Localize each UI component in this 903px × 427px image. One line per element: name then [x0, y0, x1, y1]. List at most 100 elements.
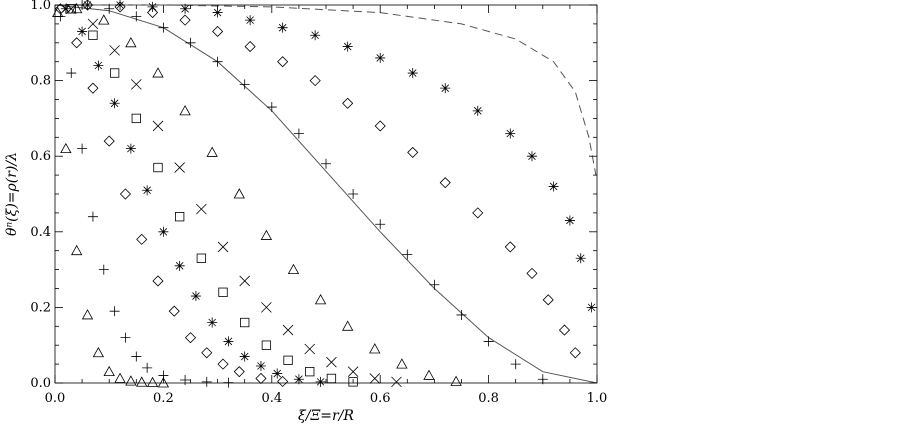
series-5-cross-point	[109, 45, 120, 56]
series-0-triangle-point	[92, 346, 105, 358]
series-1-plus-point	[201, 376, 212, 387]
series-3-asterisk-point	[272, 368, 283, 379]
series-5-cross-point	[65, 3, 77, 15]
series-2-diamond-point	[87, 82, 99, 94]
series-0-triangle-point	[114, 372, 126, 383]
series-4-square-point	[196, 253, 206, 263]
series-1-plus-point	[180, 374, 191, 385]
y-axis-title: θⁿ(ξ)=ρ(r)/λ	[4, 152, 20, 236]
series-6-triangle-point	[179, 105, 191, 116]
series-3-asterisk-point	[174, 260, 185, 271]
series-6-triangle-point	[206, 146, 218, 157]
series-8-diamond-point	[179, 14, 191, 26]
series-5-cross-point	[282, 324, 294, 336]
x-tick-label: 0.4	[261, 391, 282, 406]
series-9-asterisk-point	[342, 41, 353, 52]
series-4-square-point	[261, 340, 272, 350]
series-7-plus-point	[158, 22, 169, 33]
series-3-asterisk-point	[190, 291, 201, 302]
series-0-triangle-point	[146, 376, 159, 388]
series-8-diamond-point	[542, 294, 554, 306]
series-6-triangle-point	[125, 36, 137, 48]
series-4-square-point	[109, 68, 120, 78]
x-axis-title: ξ/Ξ=r/R	[298, 408, 354, 424]
series-1-plus-point	[55, 11, 66, 22]
series-3-asterisk-point	[142, 185, 153, 196]
curve-dashed-1	[55, 4, 597, 176]
series-5-cross-point	[347, 366, 359, 377]
series-4-square-point	[153, 162, 163, 173]
series-0-triangle-point	[125, 375, 137, 386]
series-7-plus-point	[456, 309, 467, 320]
x-tick-label: 0.2	[153, 391, 174, 406]
series-5-cross-point	[196, 203, 207, 215]
series-2-diamond-point	[119, 188, 132, 200]
series-7-plus-point	[185, 37, 196, 48]
series-3-asterisk-point	[125, 143, 136, 154]
y-tick-label: 0.2	[30, 300, 51, 315]
series-3-asterisk-point	[255, 360, 266, 371]
series-9-asterisk-point	[407, 68, 418, 79]
series-1-plus-point	[87, 211, 98, 222]
series-2-diamond-point	[103, 135, 115, 147]
series-6-triangle-point	[287, 263, 300, 275]
series-1-plus-point	[223, 377, 234, 388]
series-3-asterisk-point	[77, 26, 88, 37]
series-6-triangle-point	[71, 2, 83, 14]
series-1-plus-point	[142, 362, 153, 373]
x-tick-label: 0.8	[478, 391, 499, 406]
series-5-cross-point	[369, 373, 381, 384]
series-5-cross-point	[239, 275, 250, 287]
series-9-asterisk-point	[82, 0, 93, 10]
series-1-plus-point	[109, 306, 120, 317]
series-2-diamond-point	[136, 233, 148, 245]
series-5-cross-point	[217, 241, 229, 253]
series-0-triangle-point	[136, 376, 148, 387]
series-4-square-point	[240, 317, 250, 328]
series-7-plus-point	[293, 128, 304, 139]
series-5-cross-point	[391, 376, 402, 388]
y-tick-label: 0.6	[30, 149, 51, 164]
series-2-diamond-point	[233, 366, 245, 378]
series-4-square-point	[175, 212, 185, 222]
plot-frame	[54, 4, 598, 384]
series-4-square-point	[305, 367, 315, 377]
series-8-diamond-point	[374, 120, 386, 132]
series-9-asterisk-point	[277, 22, 288, 33]
series-8-diamond-point	[342, 97, 354, 109]
series-6-triangle-point	[423, 369, 435, 380]
series-1-plus-point	[66, 68, 77, 79]
series-6-triangle-point	[260, 229, 273, 240]
series-7-plus-point	[348, 189, 359, 199]
series-5-cross-point	[131, 79, 142, 90]
series-5-cross-point	[87, 18, 99, 30]
series-2-diamond-point	[201, 347, 213, 359]
series-2-diamond-point	[217, 358, 229, 370]
series-6-triangle-point	[152, 67, 164, 78]
series-7-plus-point	[212, 56, 223, 67]
series-4-square-point	[326, 373, 337, 384]
series-8-diamond-point	[504, 241, 516, 253]
series-1-plus-point	[120, 332, 131, 343]
series-9-asterisk-point	[548, 181, 559, 192]
series-8-diamond-point	[212, 25, 224, 38]
series-8-diamond-point	[558, 324, 571, 336]
series-7-plus-point	[131, 11, 142, 22]
x-tick-label: 0.6	[370, 391, 391, 406]
series-2-diamond-point	[277, 375, 289, 388]
series-9-asterisk-point	[472, 105, 483, 116]
series-7-plus-point	[402, 249, 413, 260]
series-9-asterisk-point	[526, 151, 537, 162]
series-8-diamond-point	[407, 146, 419, 158]
series-2-diamond-point	[184, 332, 197, 344]
series-1-plus-point	[131, 351, 142, 362]
series-8-diamond-point	[526, 267, 538, 279]
series-7-plus-point	[375, 219, 386, 230]
series-7-plus-point	[239, 79, 250, 90]
series-0-triangle-point	[60, 142, 72, 154]
series-5-cross-point	[152, 120, 164, 132]
series-5-cross-point	[174, 162, 185, 173]
y-tick-label: 0.0	[30, 376, 51, 391]
series-6-triangle-point	[233, 188, 245, 199]
